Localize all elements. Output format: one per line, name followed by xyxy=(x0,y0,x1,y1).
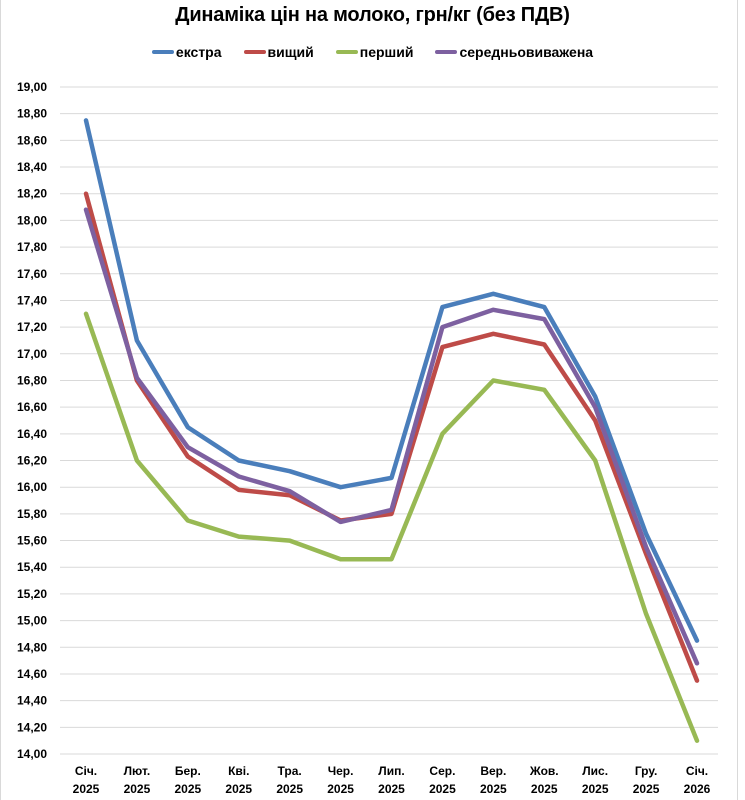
y-tick-label: 17,60 xyxy=(17,267,47,281)
y-tick-label: 15,40 xyxy=(17,560,47,574)
y-tick-label: 15,80 xyxy=(17,507,47,521)
series-line-3 xyxy=(83,207,700,666)
x-tick-label-month: Січ. xyxy=(75,764,97,778)
series-line-0 xyxy=(83,118,700,643)
legend: екстра вищий перший середньовиважена xyxy=(0,44,745,60)
x-tick-label-year: 2025 xyxy=(633,782,660,796)
legend-item-vyshchyi: вищий xyxy=(243,44,314,60)
x-tick-label-month: Лис. xyxy=(582,764,608,778)
x-tick-label-year: 2025 xyxy=(531,782,558,796)
y-tick-label: 17,80 xyxy=(17,240,47,254)
y-tick-label: 14,00 xyxy=(17,747,47,761)
legend-swatch-ekstra xyxy=(151,50,174,54)
y-tick-label: 16,00 xyxy=(17,480,47,494)
x-tick-label-month: Тра. xyxy=(278,764,302,778)
x-tick-label-year: 2025 xyxy=(225,782,252,796)
legend-item-serednovyvazhena: середньовиважена xyxy=(435,44,593,60)
x-tick-label-year: 2025 xyxy=(429,782,456,796)
legend-label-pershyi: перший xyxy=(359,44,414,60)
y-tick-label: 18,80 xyxy=(17,107,47,121)
y-tick-label: 17,20 xyxy=(17,320,47,334)
x-tick-label-month: Лют. xyxy=(124,764,151,778)
legend-label-vyshchyi: вищий xyxy=(267,44,314,60)
x-tick-label-month: Бер. xyxy=(175,764,201,778)
legend-item-pershyi: перший xyxy=(335,44,414,60)
y-tick-label: 16,40 xyxy=(17,427,47,441)
legend-swatch-pershyi xyxy=(335,50,358,54)
y-tick-label: 14,20 xyxy=(17,720,47,734)
x-tick-label-month: Жов. xyxy=(529,764,559,778)
x-tick-label-year: 2025 xyxy=(124,782,151,796)
y-tick-label: 18,60 xyxy=(17,133,47,147)
x-tick-label-year: 2025 xyxy=(582,782,609,796)
x-tick-label-month: Лип. xyxy=(378,764,404,778)
legend-swatch-vyshchyi xyxy=(243,50,266,54)
y-tick-label: 14,40 xyxy=(17,694,47,708)
x-tick-label-month: Чер. xyxy=(328,764,354,778)
x-tick-label-year: 2025 xyxy=(480,782,507,796)
y-tick-label: 17,40 xyxy=(17,293,47,307)
y-tick-label: 15,00 xyxy=(17,614,47,628)
y-tick-label: 16,80 xyxy=(17,373,47,387)
y-tick-label: 18,00 xyxy=(17,213,47,227)
legend-label-serednovyvazhena: середньовиважена xyxy=(459,44,594,60)
y-tick-label: 14,60 xyxy=(17,667,47,681)
x-tick-label-year: 2025 xyxy=(378,782,405,796)
series-line-1 xyxy=(83,191,700,683)
y-tick-label: 18,40 xyxy=(17,160,47,174)
x-tick-label-year: 2026 xyxy=(684,782,711,796)
x-tick-label-year: 2025 xyxy=(73,782,100,796)
chart-title: Динаміка цін на молоко, грн/кг (без ПДВ) xyxy=(175,4,570,26)
x-tick-label-month: Гру. xyxy=(635,764,657,778)
x-tick-label-month: Сер. xyxy=(429,764,455,778)
y-tick-label: 15,60 xyxy=(17,534,47,548)
y-tick-label: 19,00 xyxy=(17,80,47,94)
x-tick-label-year: 2025 xyxy=(327,782,354,796)
legend-item-ekstra: екстра xyxy=(151,44,222,60)
y-tick-label: 15,20 xyxy=(17,587,47,601)
x-tick-label-month: Кві. xyxy=(228,764,249,778)
legend-swatch-serednovyvazhena xyxy=(435,50,458,54)
x-tick-label-year: 2025 xyxy=(174,782,201,796)
x-tick-label-year: 2025 xyxy=(276,782,303,796)
y-tick-label: 18,20 xyxy=(17,187,47,201)
x-tick-label-month: Січ. xyxy=(686,764,708,778)
y-tick-label: 17,00 xyxy=(17,347,47,361)
y-tick-label: 16,20 xyxy=(17,454,47,468)
series-line-2 xyxy=(83,311,700,743)
legend-label-ekstra: екстра xyxy=(175,44,222,60)
x-tick-label-month: Вер. xyxy=(480,764,506,778)
y-tick-label: 14,80 xyxy=(17,640,47,654)
y-tick-label: 16,60 xyxy=(17,400,47,414)
